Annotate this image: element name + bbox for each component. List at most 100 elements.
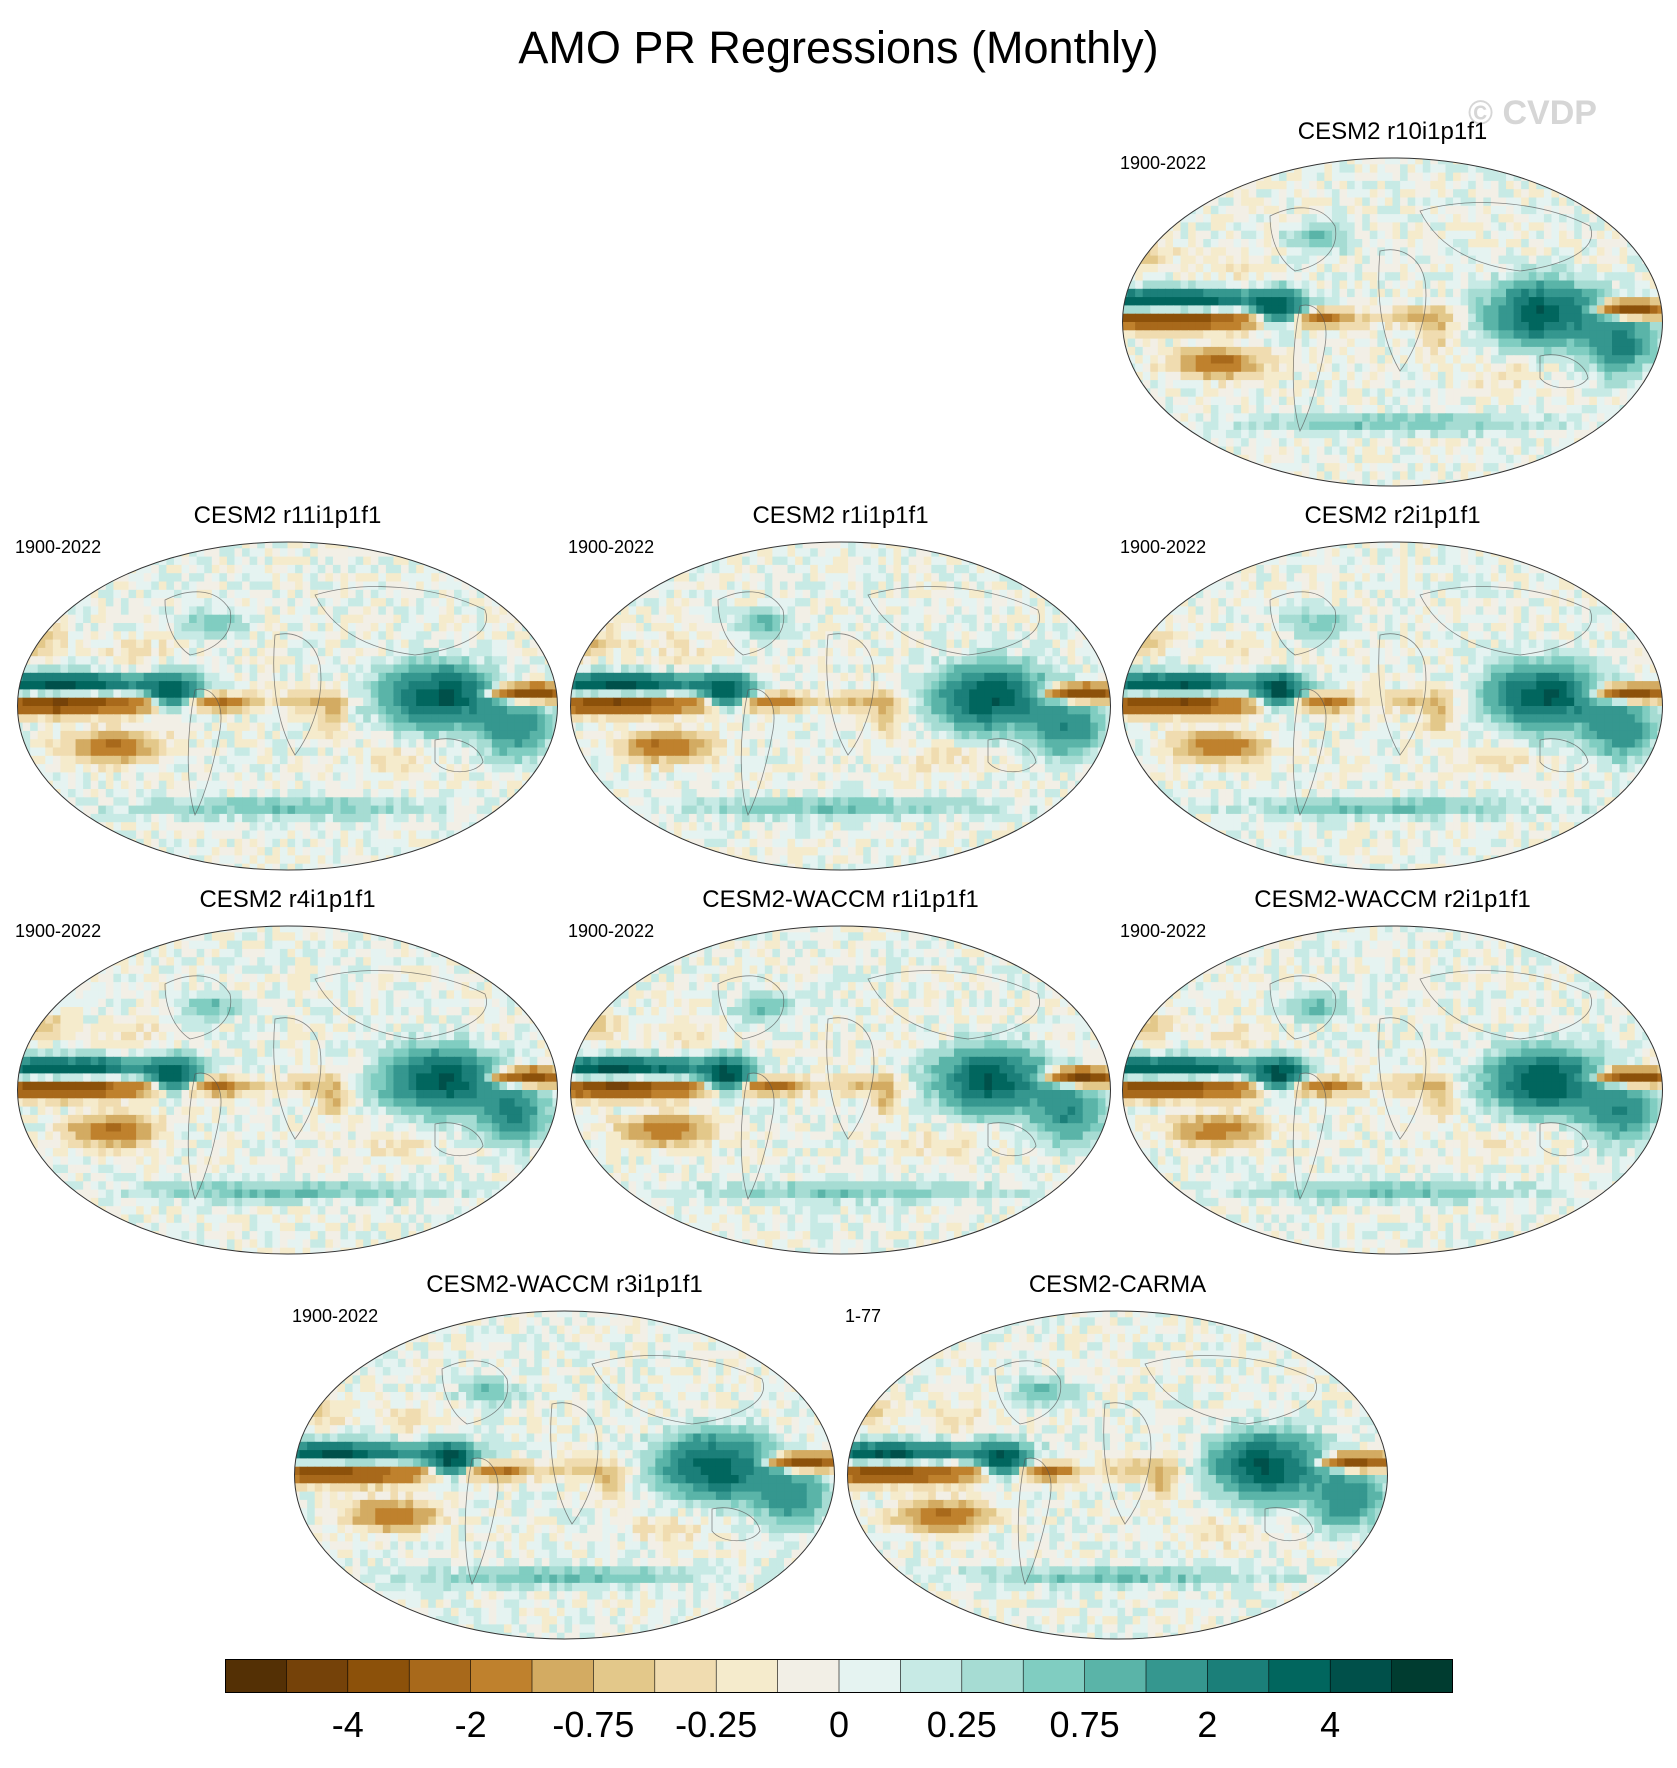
- grid-cell: [1347, 313, 1356, 323]
- grid-cell: [67, 556, 77, 566]
- grid-cell: [1498, 230, 1507, 240]
- grid-cell: [264, 647, 273, 657]
- grid-cell: [325, 581, 334, 591]
- grid-cell: [75, 697, 84, 707]
- grid-cell: [1331, 413, 1341, 423]
- grid-cell: [476, 764, 485, 773]
- grid-cell: [105, 714, 114, 724]
- grid-cell: [1422, 405, 1431, 414]
- grid-cell: [242, 722, 251, 732]
- grid-cell: [1271, 255, 1280, 265]
- grid-cell: [469, 689, 478, 699]
- grid-cell: [1324, 272, 1333, 282]
- grid-cell: [1301, 421, 1310, 431]
- grid-cell: [1369, 471, 1378, 481]
- grid-cell: [22, 739, 31, 749]
- grid-cell: [522, 639, 531, 649]
- grid-cell: [17, 755, 24, 765]
- grid-cell: [454, 639, 463, 649]
- grid-cell: [1574, 313, 1583, 323]
- grid-cell: [461, 672, 470, 682]
- grid-cell: [370, 697, 379, 707]
- grid-cell: [1256, 446, 1265, 456]
- grid-cell: [340, 764, 349, 773]
- grid-cell: [151, 606, 160, 616]
- grid-cell: [1157, 313, 1167, 323]
- grid-cell: [1506, 158, 1515, 165]
- grid-cell: [219, 739, 228, 749]
- grid-cell: [1354, 172, 1363, 182]
- grid-cell: [287, 548, 296, 558]
- grid-cell: [1271, 338, 1280, 348]
- grid-cell: [1241, 214, 1250, 223]
- grid-cell: [431, 623, 440, 632]
- grid-cell: [499, 681, 508, 690]
- grid-cell: [98, 573, 107, 583]
- grid-cell: [1536, 396, 1545, 406]
- grid-cell: [67, 706, 77, 715]
- grid-cell: [295, 548, 304, 558]
- grid-cell: [355, 656, 364, 666]
- grid-cell: [423, 681, 432, 690]
- grid-cell: [1468, 413, 1477, 423]
- grid-cell: [105, 639, 114, 649]
- grid-cell: [1271, 189, 1280, 199]
- grid-cell: [1241, 305, 1250, 315]
- grid-cell: [476, 706, 485, 715]
- grid-cell: [499, 722, 508, 732]
- grid-cell: [1566, 247, 1575, 257]
- grid-cell: [1407, 263, 1416, 273]
- grid-cell: [113, 755, 122, 765]
- grid-cell: [1430, 405, 1439, 414]
- grid-cell: [173, 598, 183, 607]
- grid-cell: [1377, 189, 1386, 199]
- grid-cell: [1271, 297, 1280, 306]
- grid-cell: [1400, 355, 1409, 365]
- grid-cell: [1445, 446, 1454, 456]
- grid-cell: [173, 706, 183, 715]
- grid-cell: [469, 681, 478, 690]
- grid-cell: [219, 556, 228, 566]
- grid-cell: [1589, 288, 1598, 298]
- grid-cell: [385, 606, 395, 616]
- grid-cell: [408, 631, 417, 641]
- grid-cell: [1218, 197, 1227, 207]
- grid-cell: [1596, 388, 1606, 398]
- grid-cell: [1301, 380, 1310, 389]
- grid-cell: [1657, 405, 1663, 414]
- grid-cell: [461, 689, 470, 699]
- grid-cell: [1407, 330, 1416, 340]
- grid-cell: [340, 639, 349, 649]
- grid-cell: [340, 564, 349, 574]
- grid-cell: [1347, 222, 1356, 232]
- grid-cell: [1331, 346, 1341, 356]
- grid-cell: [1475, 405, 1484, 414]
- grid-cell: [1642, 380, 1651, 389]
- grid-cell: [363, 598, 372, 607]
- grid-cell: [113, 556, 122, 566]
- grid-cell: [499, 689, 508, 699]
- grid-cell: [1142, 471, 1151, 481]
- grid-cell: [529, 556, 538, 566]
- grid-cell: [1309, 255, 1318, 265]
- grid-cell: [1566, 463, 1575, 472]
- grid-cell: [1301, 272, 1310, 282]
- grid-cell: [1422, 305, 1431, 315]
- grid-cell: [1475, 214, 1484, 223]
- grid-cell: [120, 722, 130, 732]
- grid-cell: [401, 598, 410, 607]
- grid-cell: [105, 706, 114, 715]
- grid-cell: [67, 747, 77, 757]
- grid-cell: [113, 747, 122, 757]
- grid-cell: [1543, 263, 1553, 273]
- grid-cell: [1536, 363, 1545, 373]
- grid-cell: [393, 747, 402, 757]
- grid-cell: [1354, 280, 1363, 290]
- grid-cell: [1445, 164, 1454, 174]
- grid-cell: [1354, 330, 1363, 340]
- grid-cell: [1430, 214, 1439, 223]
- grid-cell: [514, 548, 523, 558]
- grid-cell: [1377, 429, 1386, 439]
- grid-cell: [1536, 239, 1545, 248]
- grid-cell: [226, 689, 236, 699]
